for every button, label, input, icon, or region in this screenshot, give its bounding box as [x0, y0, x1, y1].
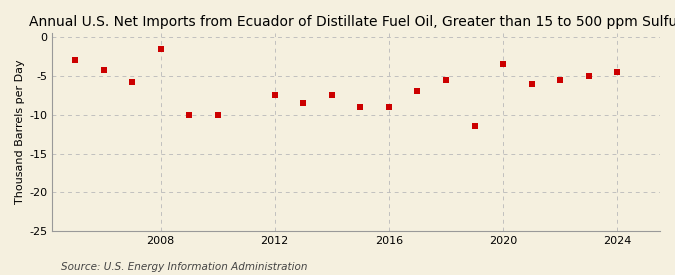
Point: [583, 73, 594, 78]
Point: [412, 89, 423, 94]
Point: [555, 78, 566, 82]
Point: [298, 101, 308, 105]
Point: [441, 78, 452, 82]
Point: [526, 81, 537, 86]
Title: Annual U.S. Net Imports from Ecuador of Distillate Fuel Oil, Greater than 15 to : Annual U.S. Net Imports from Ecuador of …: [29, 15, 675, 29]
Point: [212, 112, 223, 117]
Point: [269, 93, 280, 97]
Y-axis label: Thousand Barrels per Day: Thousand Barrels per Day: [15, 60, 25, 205]
Point: [70, 58, 80, 62]
Point: [355, 105, 366, 109]
Point: [127, 80, 138, 84]
Point: [155, 46, 166, 51]
Point: [497, 62, 508, 66]
Point: [383, 105, 394, 109]
Point: [327, 93, 338, 97]
Text: Source: U.S. Energy Information Administration: Source: U.S. Energy Information Administ…: [61, 262, 307, 272]
Point: [98, 67, 109, 72]
Point: [469, 124, 480, 128]
Point: [184, 112, 194, 117]
Point: [612, 70, 622, 74]
